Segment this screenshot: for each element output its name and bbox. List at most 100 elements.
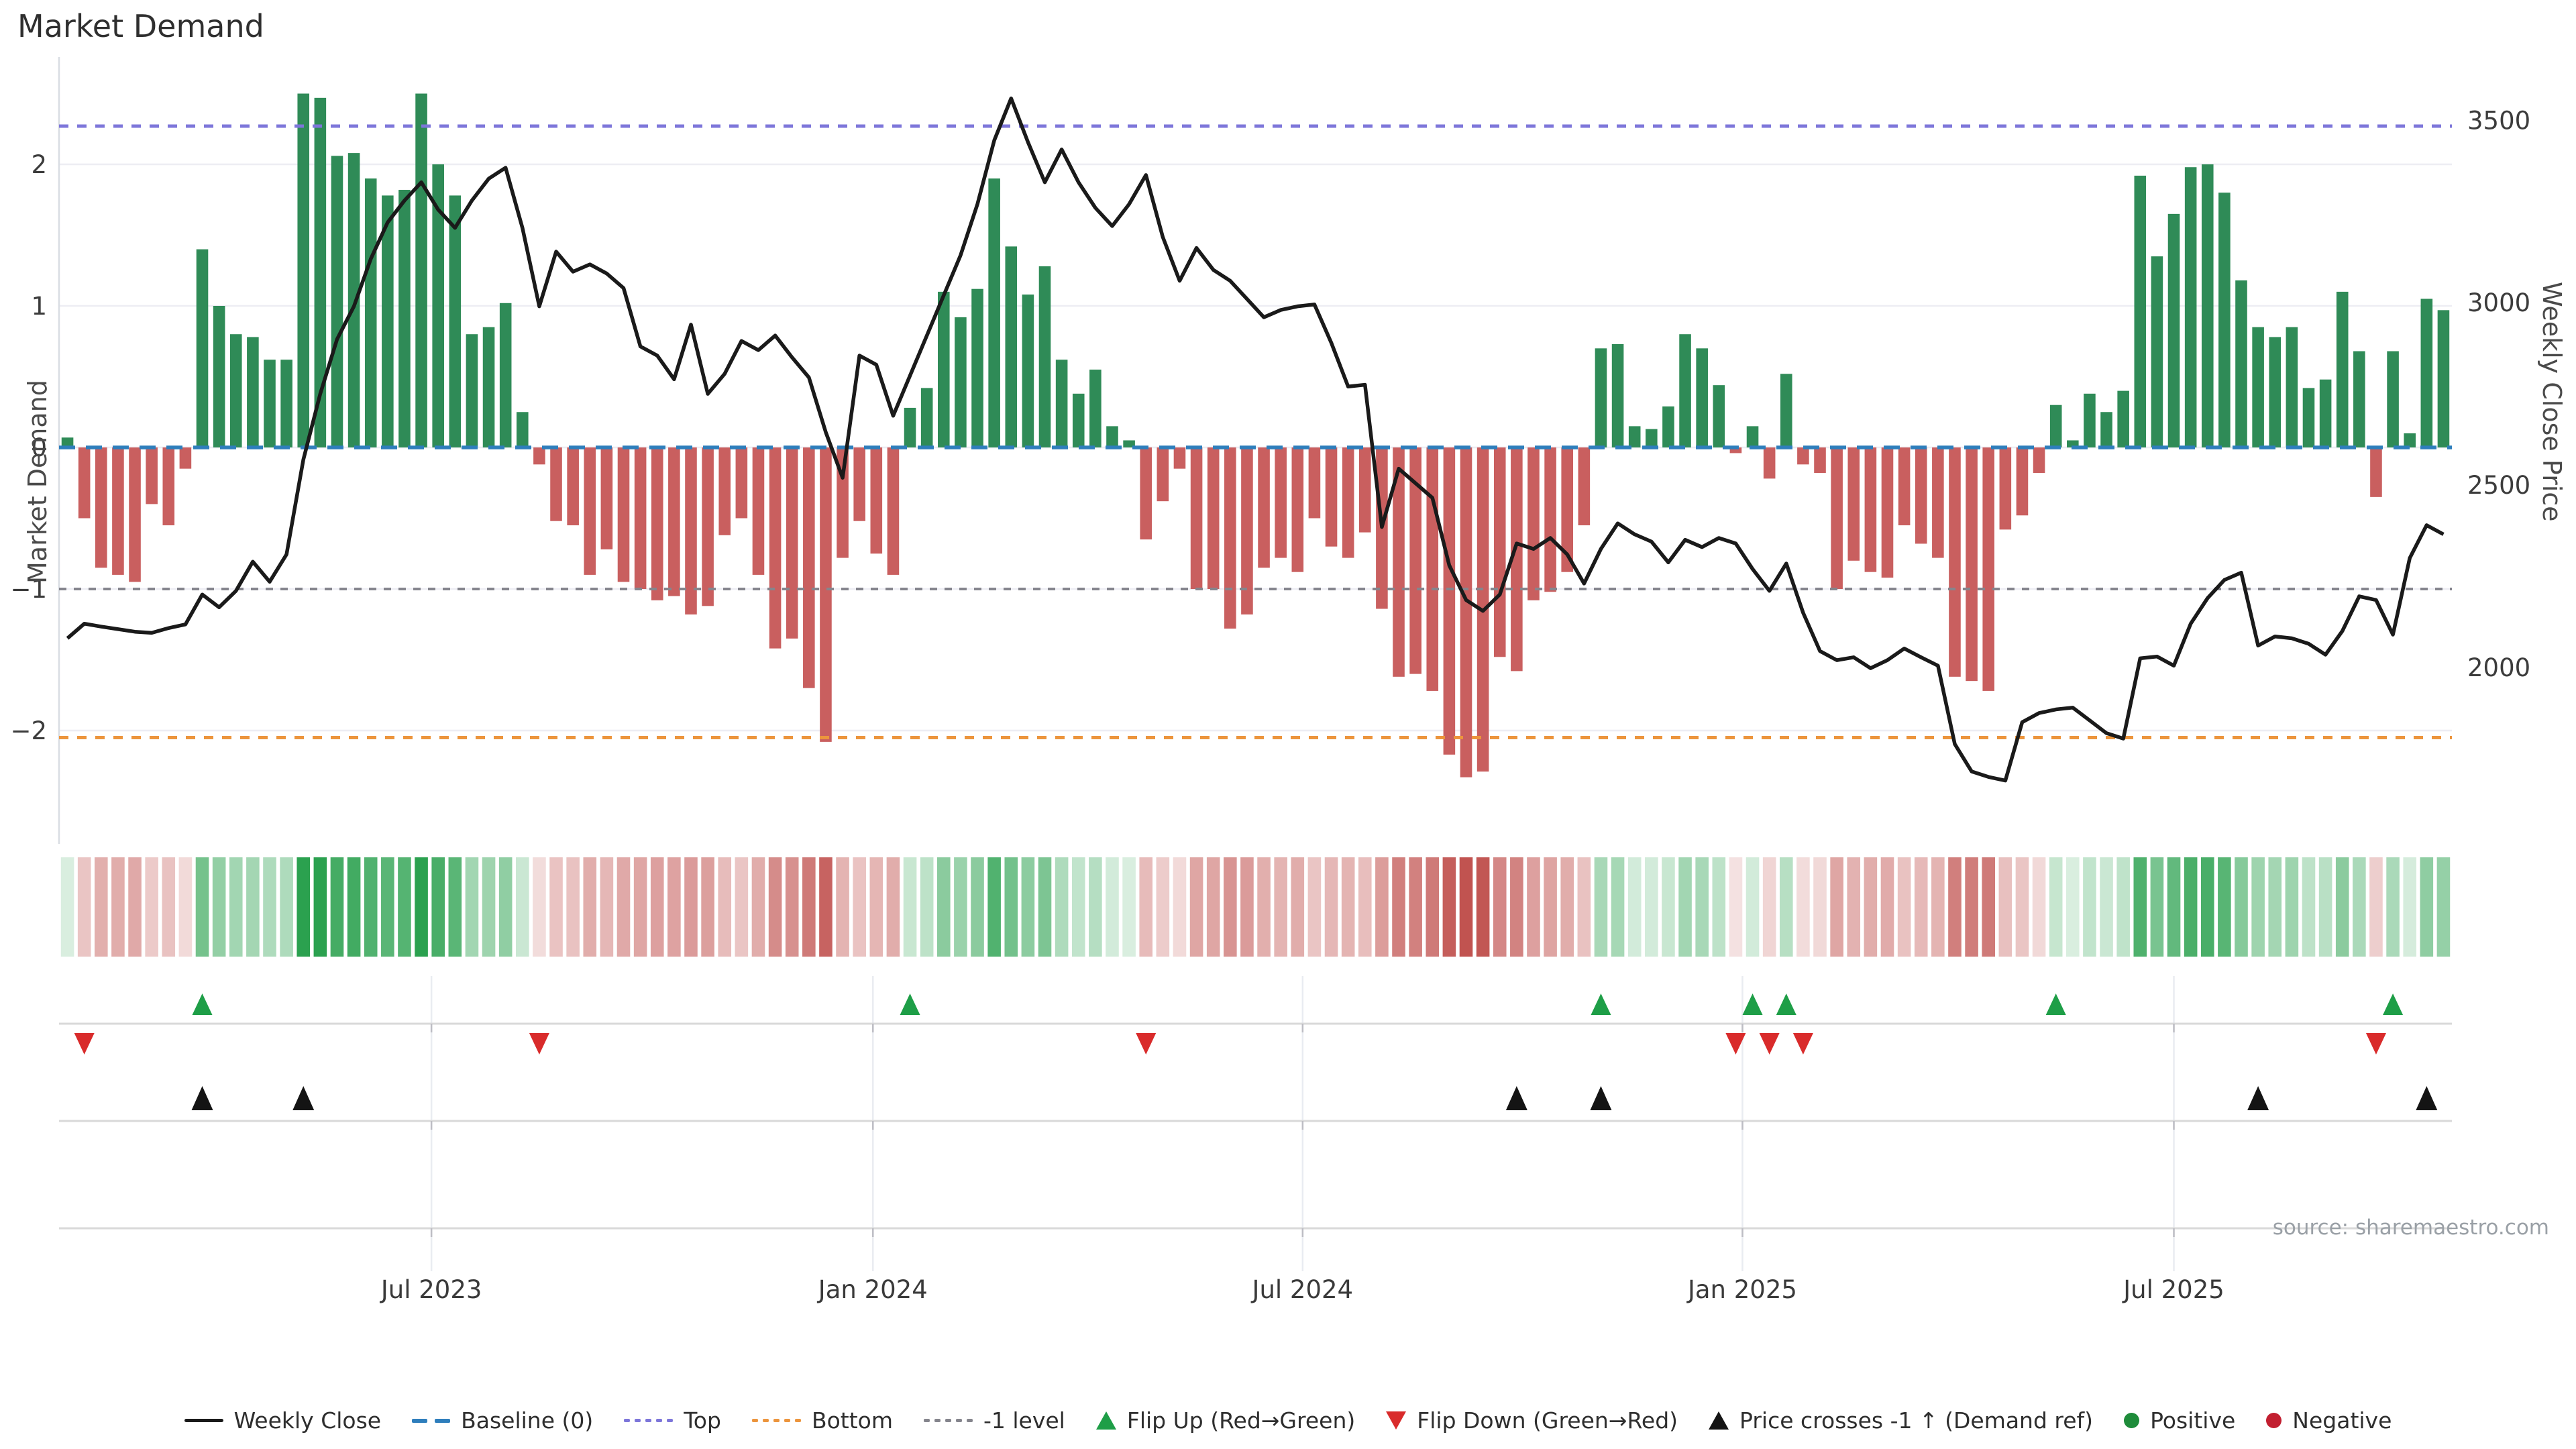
x-axis-label: Jan 2025 xyxy=(1686,1275,1797,1304)
heatmap-cell xyxy=(1695,857,1709,957)
demand-bar xyxy=(314,97,327,447)
heatmap-cell xyxy=(364,857,378,957)
demand-bar xyxy=(499,303,512,447)
demand-bar xyxy=(78,447,91,519)
demand-bar xyxy=(129,447,141,582)
heatmap-cell xyxy=(819,857,833,957)
demand-bar xyxy=(213,306,225,447)
demand-bar xyxy=(820,447,832,742)
demand-bar xyxy=(1982,447,1994,691)
demand-bar xyxy=(1207,447,1220,589)
demand-bar xyxy=(1831,447,1843,589)
heatmap-cell xyxy=(2032,857,2046,957)
heatmap-cell xyxy=(263,857,276,957)
demand-bar xyxy=(937,291,950,447)
demand-bar xyxy=(517,412,529,447)
right-axis-tick: 3000 xyxy=(2467,288,2530,317)
heatmap-cell xyxy=(145,857,158,957)
heatmap-cell xyxy=(1796,857,1810,957)
demand-bar xyxy=(1611,343,1624,447)
heatmap-cell xyxy=(448,857,462,957)
heatmap-cell xyxy=(1611,857,1625,957)
price-cross-marker xyxy=(292,1086,315,1110)
legend-item-bottom: Bottom xyxy=(751,1407,893,1434)
right-axis-tick: 3500 xyxy=(2467,106,2530,135)
legend-glyph-dots xyxy=(751,1419,801,1422)
heatmap-cell xyxy=(2369,857,2383,957)
legend-item-weekly-close: Weekly Close xyxy=(184,1407,381,1434)
demand-bar xyxy=(2302,388,2315,447)
legend-label-negative: Negative xyxy=(2292,1407,2392,1434)
demand-bar xyxy=(1780,374,1792,447)
demand-bar xyxy=(2437,310,2450,447)
demand-bar xyxy=(2167,213,2180,447)
dot xyxy=(773,1419,780,1422)
demand-bar xyxy=(1847,447,1860,561)
demand-bar xyxy=(1038,266,1051,447)
heatmap-cell xyxy=(2285,857,2299,957)
heatmap-cell xyxy=(1122,857,1136,957)
heatmap-cell xyxy=(2167,857,2181,957)
heatmap-cell xyxy=(1678,857,1692,957)
heatmap-cell xyxy=(1021,857,1035,957)
heatmap-cell xyxy=(2235,857,2248,957)
heatmap-cell xyxy=(971,857,984,957)
dot xyxy=(945,1419,951,1422)
heatmap-cell xyxy=(1914,857,1928,957)
demand-bar xyxy=(1224,447,1236,629)
heatmap-cell xyxy=(2116,857,2130,957)
heatmap-cell xyxy=(2268,857,2282,957)
demand-bar xyxy=(1157,447,1169,502)
demand-bar xyxy=(1409,447,1421,674)
demand-bar xyxy=(1696,348,1708,447)
heatmap-cell xyxy=(1106,857,1119,957)
heatmap-cell xyxy=(1240,857,1254,957)
demand-bar xyxy=(2134,175,2147,447)
heatmap-cell xyxy=(1493,857,1507,957)
dash xyxy=(435,1418,451,1423)
demand-bar xyxy=(297,93,310,447)
demand-bar xyxy=(1460,447,1472,777)
legend-label-flip-down-green-red: Flip Down (Green→Red) xyxy=(1417,1407,1678,1434)
weekly-close-line xyxy=(66,96,2445,783)
heatmap-cell xyxy=(1594,857,1608,957)
heatmap-cell xyxy=(869,857,883,957)
demand-bar xyxy=(1308,447,1321,519)
left-axis-tick: 1 xyxy=(31,292,47,321)
legend-glyph-circle xyxy=(2266,1413,2282,1428)
heatmap-cell xyxy=(583,857,597,957)
heatmap-cell xyxy=(853,857,866,957)
demand-bar xyxy=(1679,334,1691,447)
demand-bar xyxy=(1325,447,1338,547)
demand-bar xyxy=(651,447,663,600)
heatmap-cell xyxy=(936,857,951,957)
demand-bar xyxy=(331,156,343,447)
heatmap-cell xyxy=(111,857,125,957)
demand-bar xyxy=(1915,447,1927,544)
flip-down-marker xyxy=(1759,1033,1780,1055)
demand-bar xyxy=(2067,440,2079,447)
demand-bar xyxy=(2252,327,2264,447)
demand-bar xyxy=(1275,447,1287,558)
heatmap-cell xyxy=(1830,857,1843,957)
demand-bar xyxy=(853,447,865,521)
flip-down-marker xyxy=(2365,1033,2386,1055)
heatmap-cell xyxy=(280,857,293,957)
dot xyxy=(794,1419,801,1422)
demand-bar xyxy=(112,447,124,575)
demand-bar xyxy=(2049,405,2062,447)
x-axis-label: Jul 2025 xyxy=(2122,1275,2224,1304)
demand-bar xyxy=(786,447,798,639)
heatmap-cell xyxy=(633,857,647,957)
heatmap-cell xyxy=(768,857,782,957)
left-axis-title: Market Demand xyxy=(23,380,52,584)
heatmap-cell xyxy=(1645,857,1658,957)
demand-bar xyxy=(1106,426,1118,447)
legend-item-flip-down-green-red: Flip Down (Green→Red) xyxy=(1386,1407,1678,1434)
heatmap-cell xyxy=(1189,857,1203,957)
legend-glyph-dashes xyxy=(412,1418,451,1423)
heatmap-cell xyxy=(1864,857,1878,957)
demand-bar xyxy=(920,388,933,447)
heatmap-cell xyxy=(1779,857,1793,957)
